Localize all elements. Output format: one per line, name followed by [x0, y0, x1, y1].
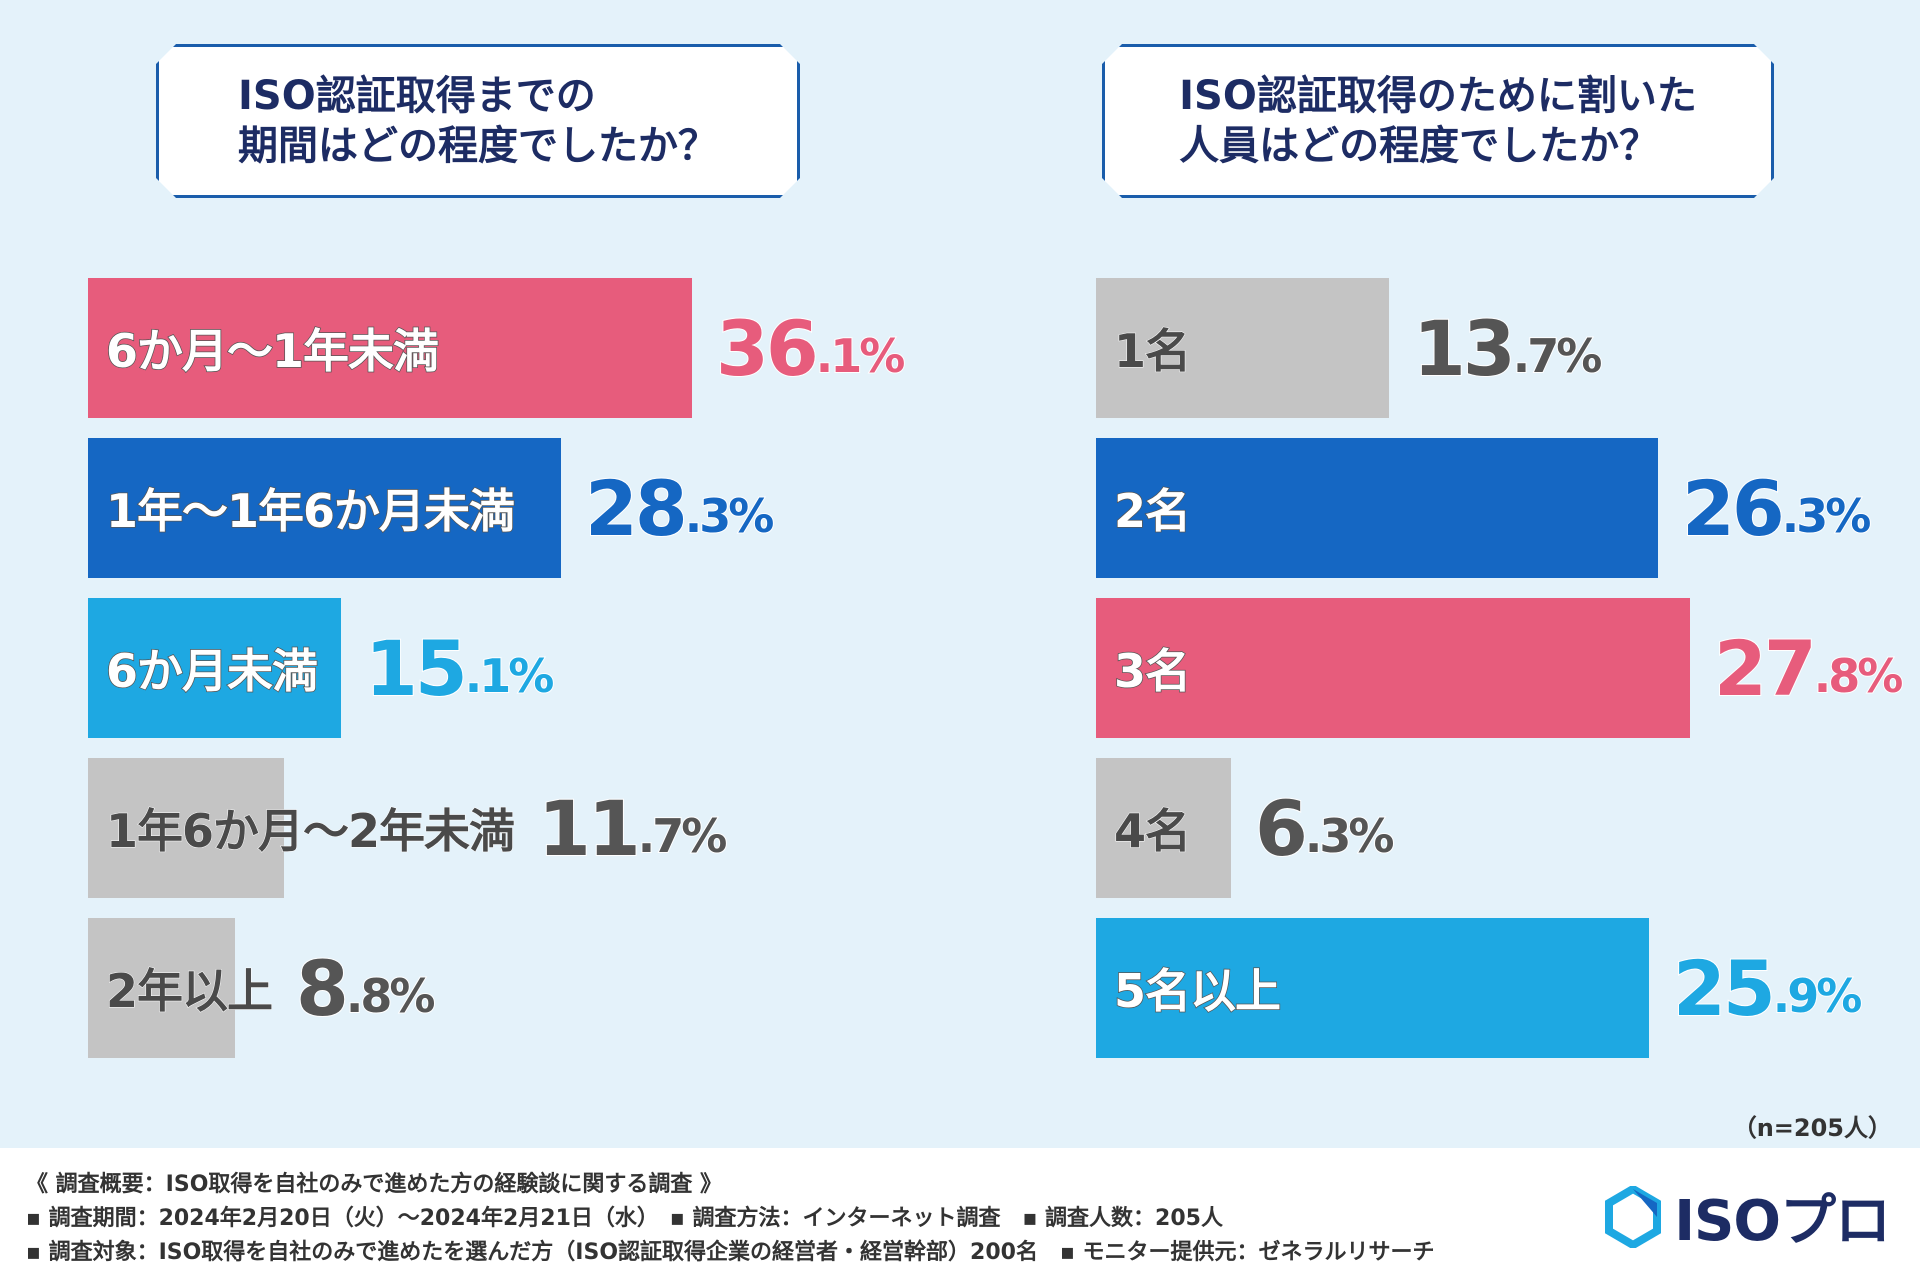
bar-value-int-0-0: 36 [715, 303, 820, 394]
right-question-text: ISO認証取得のために割いた 人員はどの程度でしたか？ [1179, 73, 1697, 169]
bar-1-1 [1096, 438, 1658, 578]
footer-line-overview: 《 調査概要：ISO取得を自社のみで進めた方の経験談に関する調査 》 [26, 1172, 723, 1197]
bar-label-1-3: 4名 [1113, 804, 1191, 859]
bar-value-dec-0-0: .1% [815, 328, 907, 384]
footer-line-period: ▪ 調査期間：2024年2月20日（火）〜2024年2月21日（水） ▪ 調査方… [26, 1206, 1223, 1231]
bar-value-1-0: 13.7% [1412, 278, 1604, 418]
bar-value-dec-1-3: .3% [1304, 808, 1396, 864]
bar-value-int-1-4: 25 [1672, 943, 1777, 1034]
bar-value-int-1-0: 13 [1412, 303, 1517, 394]
bar-value-dec-0-3: .7% [637, 808, 729, 864]
sample-size-note: （n=205人） [1732, 1114, 1892, 1142]
right-question-box: ISO認証取得のために割いた 人員はどの程度でしたか？ [1102, 44, 1774, 198]
footer-line-target: ▪ 調査対象：ISO取得を自社のみで進めたを選んだ方（ISO認証取得企業の経営者… [26, 1240, 1435, 1265]
bar-1-3 [1096, 758, 1231, 898]
bar-label-1-4: 5名以上 [1113, 963, 1282, 1019]
bar-value-int-1-1: 26 [1681, 463, 1786, 554]
bar-value-int-0-1: 28 [584, 463, 689, 554]
hexagon-logo-icon [1605, 1185, 1662, 1248]
left-question-box: ISO認証取得までの 期間はどの程度でしたか？ [156, 44, 800, 198]
bar-value-dec-1-4: .9% [1772, 968, 1864, 1024]
bar-label-1-1: 2名 [1113, 483, 1192, 539]
bar-value-dec-1-2: .8% [1813, 648, 1905, 704]
bar-value-1-1: 26.3% [1681, 438, 1873, 578]
bar-1-2 [1096, 598, 1690, 738]
right-bar-chart: 1名 13.7% 2名 26.3% 3名 27.8% 4名 6.3% 5名以上 25.9% [1096, 278, 1916, 1058]
bar-0-1 [88, 438, 561, 578]
bar-0-4 [88, 918, 235, 1058]
bar-1-4 [1096, 918, 1649, 1058]
bar-1-0 [1096, 278, 1389, 418]
bar-value-1-4: 25.9% [1672, 918, 1864, 1058]
left-question-text: ISO認証取得までの 期間はどの程度でしたか？ [238, 73, 718, 169]
bar-label-0-0: 6か月〜1年未満 [105, 323, 440, 379]
bar-label-1-0: 1名 [1113, 324, 1191, 379]
bar-0-2 [88, 598, 341, 738]
bar-label-1-2: 3名 [1113, 643, 1192, 699]
bar-value-dec-0-2: .1% [464, 648, 556, 704]
bar-value-int-1-2: 27 [1713, 623, 1818, 714]
bar-label-0-2: 6か月未満 [105, 643, 319, 699]
bar-value-0-4: 8.8% [295, 918, 437, 1058]
bar-value-1-2: 27.8% [1713, 598, 1905, 738]
bar-value-int-0-2: 15 [364, 623, 469, 714]
bar-value-int-0-3: 11 [537, 783, 642, 874]
bar-value-1-3: 6.3% [1254, 758, 1396, 898]
bar-value-int-0-4: 8 [295, 943, 350, 1034]
bar-0-3 [88, 758, 284, 898]
logo-text: ISOプロ [1674, 1189, 1891, 1254]
bar-value-0-3: 11.7% [537, 758, 729, 898]
bar-label-0-4: 2年以上 [105, 964, 273, 1019]
bar-value-int-1-3: 6 [1254, 783, 1309, 874]
bar-label-0-3: 1年6か月〜2年未満 [105, 804, 515, 859]
survey-footer: 《 調査概要：ISO取得を自社のみで進めた方の経験談に関する調査 》 ▪ 調査期… [0, 1148, 1920, 1280]
bar-label-0-1: 1年〜1年6か月未満 [105, 483, 516, 539]
bar-value-0-1: 28.3% [584, 438, 776, 578]
bar-0-0 [88, 278, 692, 418]
bar-value-dec-0-4: .8% [345, 968, 437, 1024]
bar-value-dec-0-1: .3% [684, 488, 776, 544]
bar-value-dec-1-1: .3% [1781, 488, 1873, 544]
bar-value-0-2: 15.1% [364, 598, 556, 738]
iso-pro-logo: ISOプロ [1602, 1176, 1891, 1257]
left-bar-chart: 6か月〜1年未満 36.1% 1年〜1年6か月未満 28.3% 6か月未満 15.1% 1年… [88, 278, 906, 1058]
bar-value-dec-1-0: .7% [1512, 328, 1604, 384]
bar-value-0-0: 36.1% [715, 278, 907, 418]
